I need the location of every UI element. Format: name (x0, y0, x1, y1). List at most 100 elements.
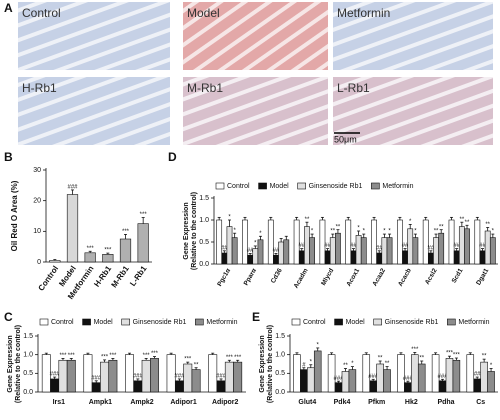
significance-mark: ## (453, 243, 460, 249)
significance-mark: ### (91, 375, 102, 381)
significance-mark: ** (419, 356, 424, 362)
x-tick-label: Irs1 (53, 399, 66, 406)
bar (50, 378, 60, 393)
bar (247, 254, 254, 265)
bar (422, 219, 429, 265)
significance-mark: * (351, 361, 354, 367)
x-tick-label: Pparα (243, 267, 258, 286)
bar (49, 260, 61, 263)
y-tick-label: 30 (33, 167, 41, 174)
significance-mark: ## (221, 245, 228, 251)
bar (150, 358, 159, 393)
bar (309, 237, 315, 265)
x-tick-label: Adipor1 (170, 399, 197, 406)
significance-mark: *** (411, 347, 419, 353)
y-tick-label: 0.0 (23, 389, 33, 396)
significance-mark: * (414, 229, 417, 235)
bar (174, 380, 184, 393)
y-tick-label: 1.5 (275, 333, 285, 340)
bar (83, 354, 93, 393)
x-tick-label: Cs (476, 399, 485, 406)
bar (369, 380, 377, 393)
bar (58, 359, 68, 393)
bar (452, 359, 461, 393)
bar (417, 363, 426, 393)
x-tick-label: Glut4 (298, 399, 316, 406)
x-tick-label: Acacb (397, 267, 413, 287)
bar (334, 382, 343, 393)
legend-label: Model (94, 319, 114, 326)
y-axis-label: Gene Expression (259, 335, 266, 392)
bar (313, 350, 322, 393)
bar (438, 232, 445, 265)
legend-label: Ginsenoside Rb1 (385, 319, 439, 326)
bar (191, 369, 201, 393)
significance-mark: * (259, 231, 262, 237)
significance-mark: ** (305, 217, 310, 223)
y-tick-label: 20 (33, 198, 41, 205)
panel-letter: E (252, 310, 260, 324)
significance-mark: *** (234, 355, 242, 361)
bar (327, 354, 336, 393)
bar (329, 237, 336, 265)
significance-mark: ** (385, 361, 390, 367)
bar (84, 252, 96, 263)
bar (411, 354, 419, 393)
legend-label: Metformin (382, 183, 413, 190)
significance-mark: *** (453, 353, 461, 359)
significance-mark: ## (376, 245, 383, 251)
x-tick-label: Control (37, 264, 61, 292)
bar (141, 359, 151, 393)
x-tick-label: Acadm (293, 267, 310, 289)
bar (278, 241, 285, 265)
x-tick-label: Pfkm (368, 399, 385, 406)
histology-image (18, 77, 170, 145)
image-label: M-Rb1 (187, 81, 223, 95)
panel-letter: C (4, 310, 13, 324)
bar (438, 380, 447, 393)
significance-mark: ** (460, 217, 465, 223)
y-tick-label: 1.0 (199, 217, 209, 224)
bar (348, 369, 357, 393)
significance-mark: * (228, 215, 231, 221)
bar (480, 361, 488, 393)
bar (458, 226, 465, 265)
y-axis-label: Gene Expression (183, 202, 190, 259)
bar (100, 361, 110, 393)
bar (381, 237, 388, 265)
x-tick-label: Ampk1 (89, 399, 112, 406)
significance-mark: ** (465, 220, 470, 226)
histology-image (333, 2, 493, 70)
significance-mark: * (311, 229, 314, 235)
legend-label: Control (303, 319, 326, 326)
bar (412, 237, 419, 265)
bar (226, 226, 233, 265)
bar (216, 219, 223, 265)
significance-mark: *** (184, 357, 192, 363)
bar (474, 219, 481, 265)
bar (355, 235, 362, 265)
legend-label: Metformin (206, 319, 237, 326)
histology-image (183, 2, 328, 70)
significance-mark: *** (104, 248, 112, 254)
significance-mark: ## (273, 248, 280, 254)
legend-swatch (334, 318, 343, 326)
x-tick-label: Scd1 (451, 267, 465, 284)
x-tick-label: Pdha (437, 399, 454, 406)
x-tick-label: Acaa2 (371, 267, 387, 287)
significance-mark: * (492, 229, 495, 235)
bar (293, 219, 300, 265)
bar (233, 361, 243, 393)
bar (404, 382, 412, 393)
significance-mark: ** (378, 356, 383, 362)
bar (300, 369, 308, 393)
bar (345, 219, 352, 265)
bar (487, 371, 495, 393)
significance-mark: *** (143, 353, 151, 359)
bar (473, 378, 481, 393)
bar (383, 369, 391, 393)
significance-mark: ** (343, 363, 348, 369)
significance-mark: ### (67, 185, 78, 191)
bar (267, 219, 274, 265)
legend-label: Control (227, 183, 250, 190)
